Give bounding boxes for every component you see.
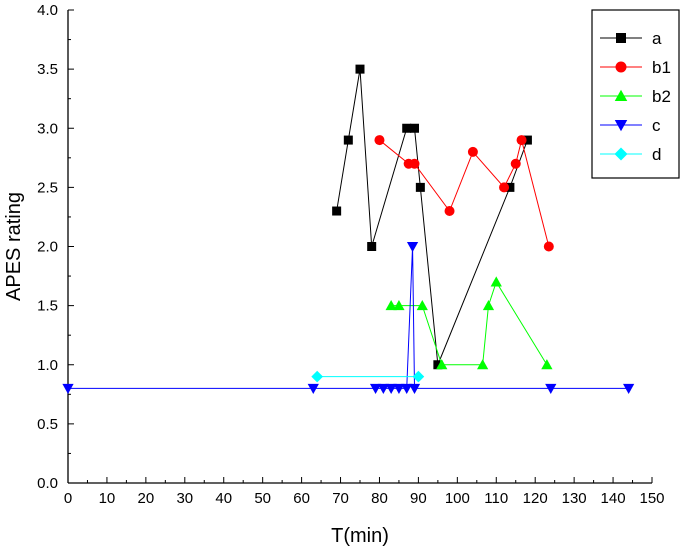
data-point-c — [377, 383, 389, 395]
x-tick-label: 20 — [138, 490, 155, 507]
data-point-b1 — [510, 158, 521, 169]
data-point-c — [406, 242, 419, 253]
series-b1 — [374, 135, 554, 252]
x-tick-label: 60 — [293, 490, 310, 507]
y-tick-label: 1.0 — [37, 357, 58, 374]
data-point-b1 — [499, 182, 510, 193]
plot-area: 0 10 20 30 40 50 60 70 80 90 100 110 120 130 140 150 0.… — [37, 2, 664, 507]
series-layer — [62, 64, 635, 395]
y-tick-label: 1.5 — [37, 298, 58, 315]
data-point-a — [410, 123, 420, 133]
data-point-c — [545, 383, 557, 395]
y-axis-ticks: 0.0 0.5 1.0 1.5 2.0 2.5 3.0 3.5 4.0 — [37, 2, 74, 492]
y-tick-label: 0.0 — [37, 475, 58, 492]
data-point-b1 — [467, 146, 478, 157]
legend-label: c — [652, 116, 661, 135]
x-tick-label: 90 — [410, 490, 427, 507]
x-tick-label: 140 — [601, 490, 626, 507]
data-point-c — [62, 383, 74, 395]
data-point-a — [402, 123, 412, 133]
y-tick-label: 0.5 — [37, 416, 58, 433]
legend-label: b2 — [652, 87, 671, 106]
data-point-b2 — [490, 276, 502, 287]
series-c — [62, 242, 635, 395]
x-tick-label: 120 — [523, 490, 548, 507]
y-tick-label: 3.0 — [37, 120, 58, 137]
data-point-a — [433, 360, 443, 370]
data-point-b1 — [444, 206, 455, 217]
x-tick-label: 150 — [639, 490, 664, 507]
data-point-b2 — [393, 300, 405, 311]
x-tick-label: 30 — [176, 490, 193, 507]
legend-marker — [614, 89, 628, 101]
x-tick-label: 0 — [64, 490, 72, 507]
data-point-c — [623, 383, 635, 395]
legend-marker — [614, 120, 628, 132]
legend-item-b1: b1 — [600, 58, 671, 77]
data-point-a — [332, 206, 342, 216]
x-tick-label: 110 — [484, 490, 508, 507]
y-axis-title: APES rating — [3, 192, 25, 301]
x-tick-label: 50 — [254, 490, 271, 507]
data-point-b2 — [416, 300, 428, 311]
data-point-c — [408, 383, 421, 395]
legend-marker — [616, 33, 626, 43]
x-tick-label: 10 — [99, 490, 116, 507]
y-tick-label: 3.5 — [37, 61, 58, 78]
series-line-b1 — [379, 139, 550, 247]
data-point-c — [385, 383, 397, 395]
x-tick-label: 130 — [562, 490, 587, 507]
legend-item-b2: b2 — [600, 87, 671, 106]
data-point-d — [412, 370, 425, 383]
series-a — [332, 64, 532, 370]
series-line-a — [336, 69, 528, 365]
data-point-b1 — [543, 241, 554, 252]
legend-marker — [615, 61, 627, 73]
data-point-c — [307, 383, 319, 395]
data-point-d — [311, 370, 324, 383]
y-tick-label: 2.0 — [37, 239, 58, 256]
data-point-a — [522, 135, 532, 145]
data-point-b2 — [541, 359, 553, 370]
legend-label: b1 — [652, 58, 671, 77]
data-point-a — [505, 182, 515, 192]
legend-item-a: a — [600, 29, 662, 48]
legend-label: a — [652, 29, 662, 48]
legend-item-d: d — [600, 145, 661, 164]
data-point-b1 — [374, 135, 385, 146]
data-point-b2 — [436, 359, 448, 370]
x-axis-title: T(min) — [331, 525, 389, 547]
data-point-c — [401, 383, 413, 395]
legend-label: d — [652, 145, 661, 164]
data-point-a — [415, 182, 425, 192]
x-tick-label: 80 — [371, 490, 388, 507]
x-axis-ticks: 0 10 20 30 40 50 60 70 80 90 100 110 120 130 140 150 — [64, 477, 665, 507]
legend-item-c: c — [600, 116, 661, 135]
data-point-c — [369, 383, 382, 395]
data-point-a — [343, 135, 353, 145]
data-point-b2 — [482, 300, 495, 311]
x-tick-label: 40 — [215, 490, 232, 507]
data-point-c — [393, 383, 405, 395]
series-d — [311, 370, 425, 383]
y-tick-label: 4.0 — [37, 2, 58, 19]
series-b2 — [385, 276, 553, 370]
data-point-a — [355, 64, 365, 74]
legend: a b1 b2 cd — [591, 9, 680, 179]
data-point-b2 — [385, 300, 397, 311]
x-tick-label: 100 — [445, 490, 470, 507]
legend-marker — [614, 147, 628, 161]
x-tick-label: 70 — [332, 490, 349, 507]
data-point-a — [367, 242, 377, 251]
legend-items: a b1 b2 cd — [600, 29, 671, 164]
y-tick-label: 2.5 — [37, 179, 58, 196]
data-point-b2 — [477, 359, 489, 370]
data-point-b1 — [409, 158, 420, 169]
data-point-b1 — [516, 135, 527, 146]
